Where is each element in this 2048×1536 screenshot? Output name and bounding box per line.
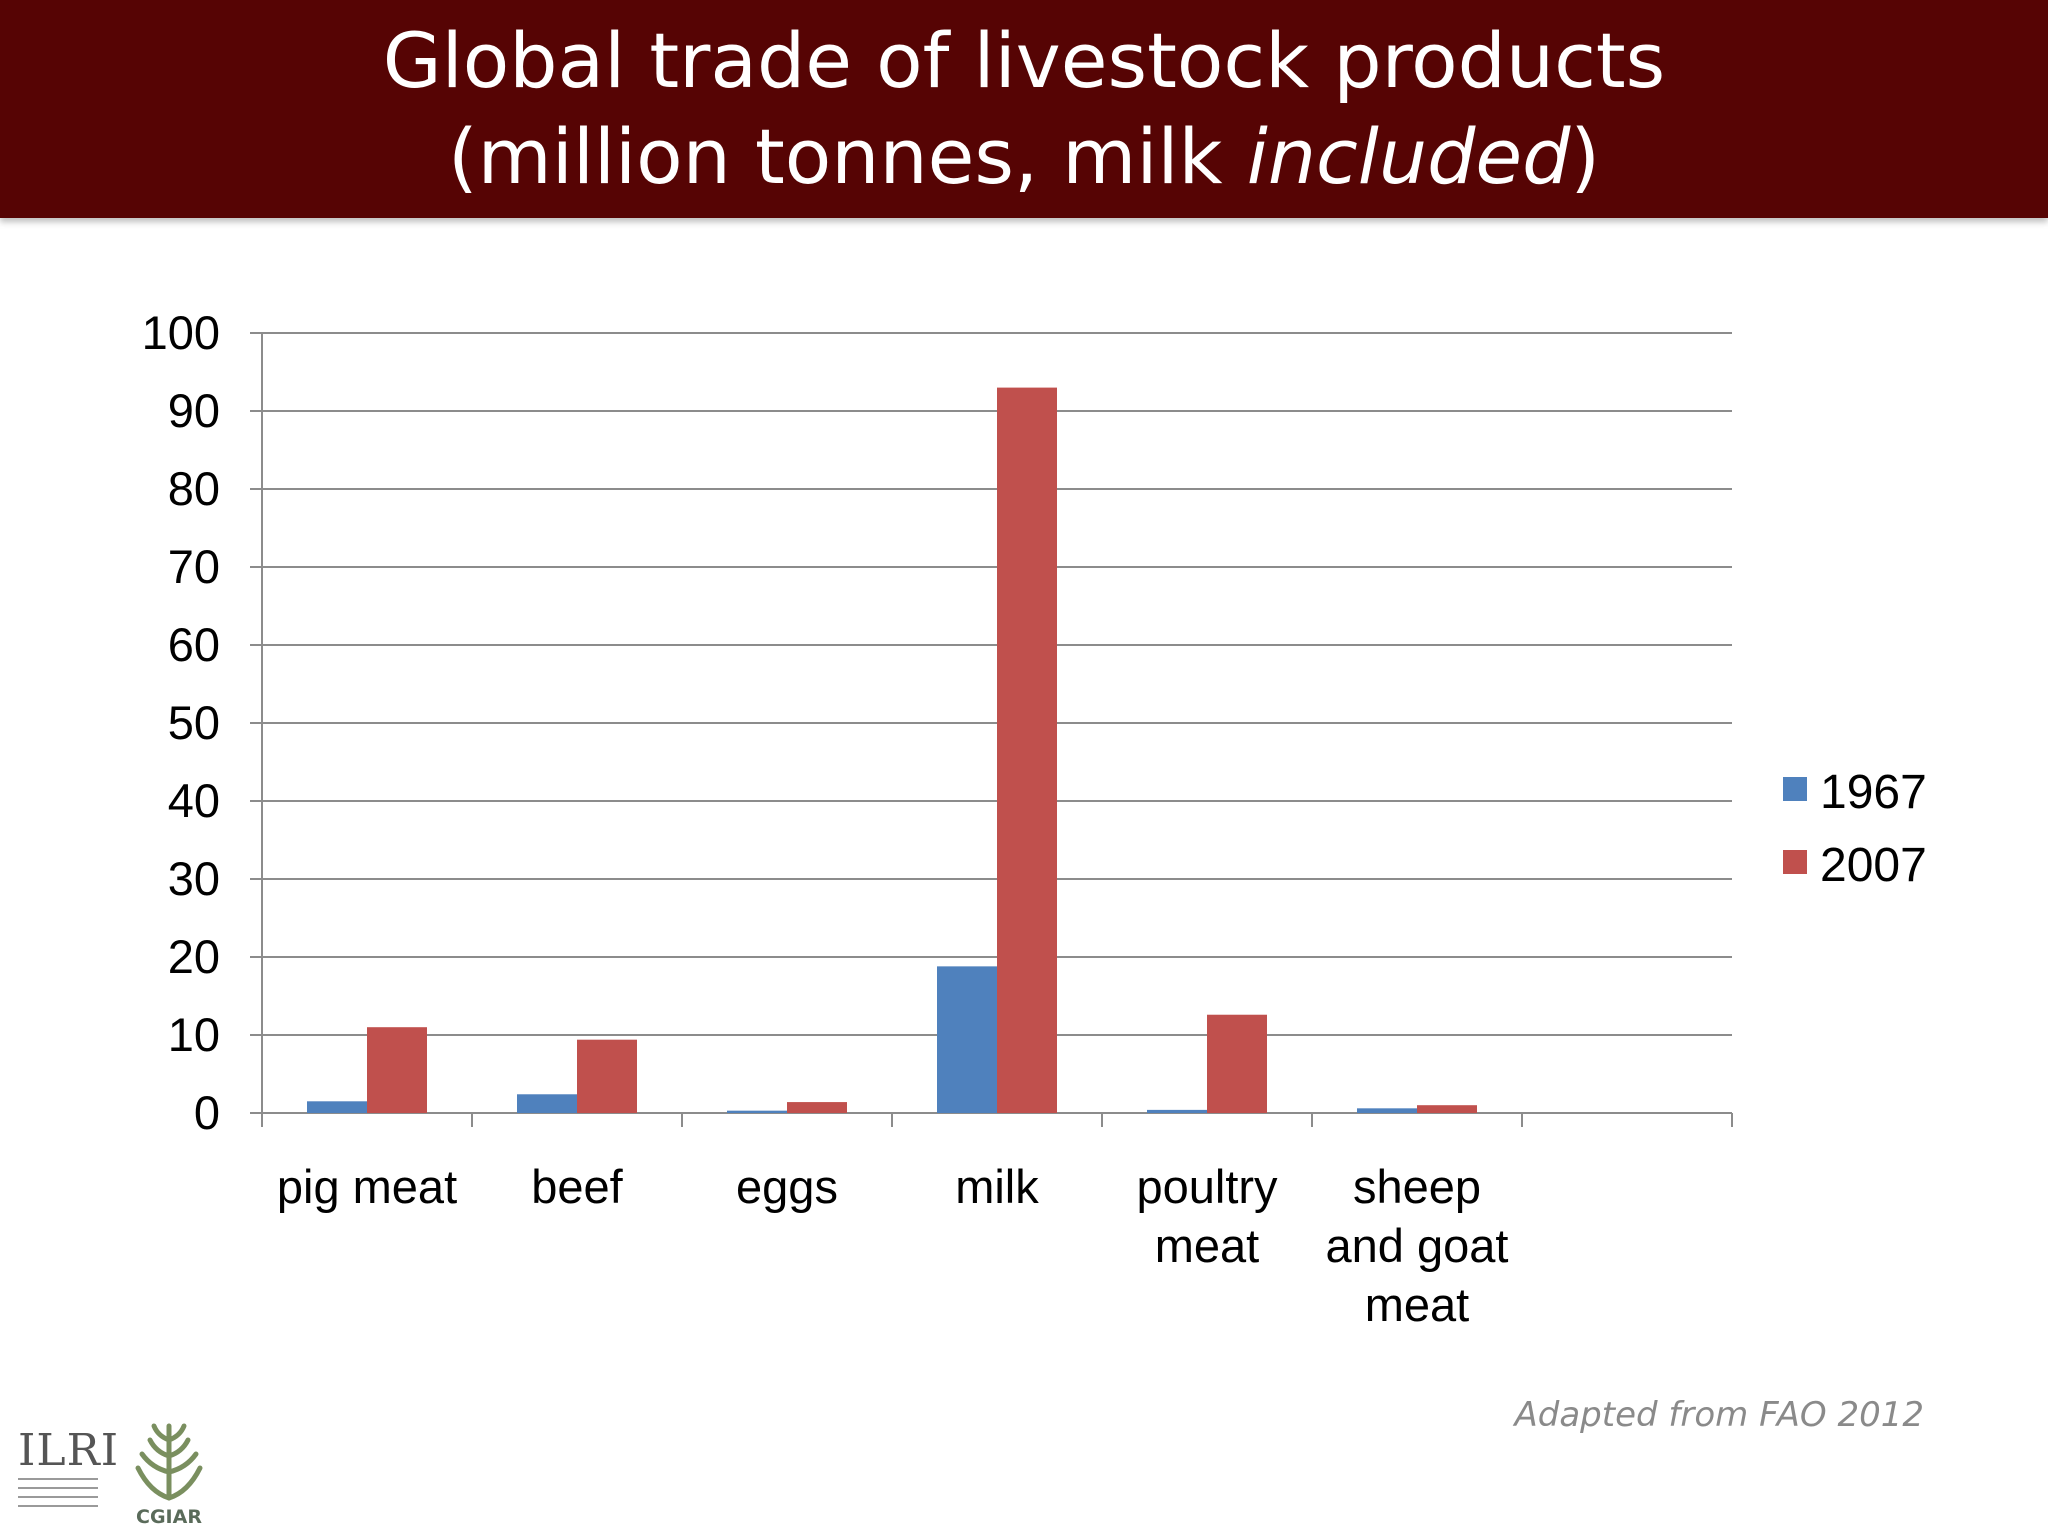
bar-2007 — [577, 1039, 637, 1113]
y-tick-label: 60 — [168, 618, 220, 671]
x-category-label-line: milk — [955, 1160, 1039, 1213]
ilri-logo-subtext-lines — [18, 1478, 98, 1512]
bar-2007 — [997, 387, 1057, 1114]
y-tick-label: 10 — [168, 1008, 220, 1061]
slide-title-line-2: (million tonnes, milk included) — [448, 109, 1600, 205]
y-tick-label: 90 — [168, 384, 220, 437]
ilri-logo-text: ILRI — [18, 1425, 120, 1476]
y-tick-label: 100 — [142, 306, 220, 359]
bar-1967 — [727, 1110, 787, 1113]
bar-1967 — [1357, 1108, 1417, 1113]
y-tick-label: 50 — [168, 696, 220, 749]
y-tick-label: 30 — [168, 852, 220, 905]
legend-label: 1967 — [1820, 766, 1927, 819]
cgiar-wheat-icon — [135, 1423, 203, 1501]
x-category-label-line: beef — [531, 1160, 623, 1213]
y-tick-label: 80 — [168, 462, 220, 515]
title-suffix: ) — [1570, 112, 1600, 201]
title-bar: Global trade of livestock products (mill… — [0, 0, 2048, 218]
ilri-logo: ILRI — [18, 1425, 120, 1525]
y-tick-label: 40 — [168, 774, 220, 827]
bar-2007 — [367, 1027, 427, 1113]
x-category-label: pig meat — [277, 1160, 457, 1213]
y-tick-label: 0 — [194, 1086, 220, 1139]
x-category-label: beef — [531, 1160, 623, 1213]
legend-swatch-2007 — [1783, 850, 1807, 874]
x-category-label-line: eggs — [736, 1160, 838, 1213]
bar-2007 — [787, 1102, 847, 1113]
bar-1967 — [1147, 1109, 1207, 1113]
slide-title-line-1: Global trade of livestock products — [382, 16, 1666, 105]
legend-label: 2007 — [1820, 839, 1927, 892]
bar-1967 — [307, 1101, 367, 1113]
y-tick-label: 20 — [168, 930, 220, 983]
title-prefix: (million tonnes, milk — [448, 112, 1247, 201]
bar-2007 — [1207, 1014, 1267, 1113]
cgiar-logo-text: CGIAR — [136, 1506, 202, 1528]
x-category-label-line: meat — [1365, 1278, 1470, 1331]
x-category-label-line: and goat — [1326, 1219, 1509, 1272]
x-category-label-line: pig meat — [277, 1160, 457, 1213]
legend-swatch-1967 — [1783, 777, 1807, 801]
cgiar-logo: CGIAR — [128, 1418, 210, 1528]
source-note: Adapted from FAO 2012 — [1514, 1395, 1925, 1435]
y-tick-label: 70 — [168, 540, 220, 593]
title-italic-word: included — [1246, 112, 1571, 201]
x-category-label-line: meat — [1155, 1219, 1260, 1272]
x-category-label-line: sheep — [1353, 1160, 1481, 1213]
bar-2007 — [1417, 1105, 1477, 1113]
x-category-label: sheep and goat meat — [1326, 1160, 1509, 1331]
bar-1967 — [517, 1094, 577, 1113]
x-category-label: milk — [955, 1160, 1039, 1213]
x-category-label-line: poultry — [1136, 1160, 1278, 1213]
x-category-label: poultry meat — [1136, 1160, 1278, 1272]
bar-1967 — [937, 966, 997, 1113]
x-category-label: eggs — [736, 1160, 838, 1213]
